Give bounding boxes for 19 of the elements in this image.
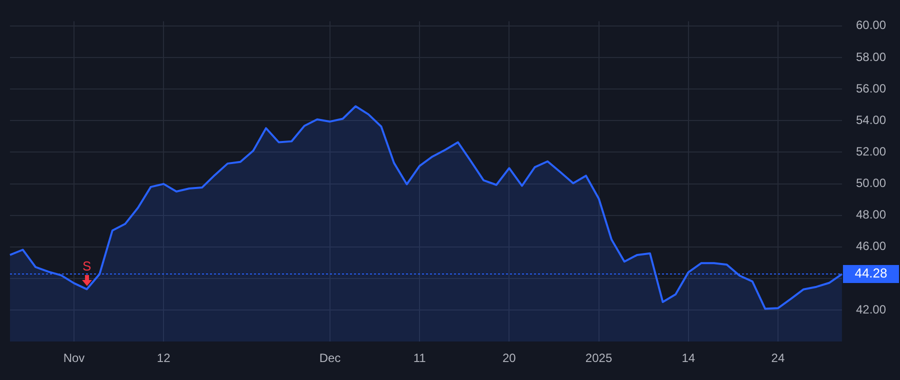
y-tick-label: 52.00 bbox=[856, 144, 886, 159]
x-tick-label: Dec bbox=[319, 351, 341, 366]
x-tick-label: 2025 bbox=[585, 351, 612, 366]
y-tick-label: 46.00 bbox=[856, 239, 886, 254]
ref-line-label: 44.28 bbox=[854, 266, 888, 281]
x-tick-label: 11 bbox=[413, 351, 426, 366]
y-tick-label: 48.00 bbox=[856, 208, 886, 222]
y-tick-label: 56.00 bbox=[856, 81, 886, 96]
x-tick-label: 14 bbox=[682, 351, 696, 366]
x-tick-label: 20 bbox=[502, 351, 516, 366]
x-tick-label: 24 bbox=[771, 351, 785, 366]
annotation: S bbox=[82, 258, 92, 274]
y-tick-label: 58.00 bbox=[856, 50, 886, 64]
y-tick-label: 60.00 bbox=[856, 18, 886, 32]
y-tick-label: 54.00 bbox=[856, 112, 886, 127]
x-tick-label: 12 bbox=[156, 351, 171, 366]
y-tick-label: 50.00 bbox=[856, 176, 886, 190]
y-tick-label: 42.00 bbox=[856, 302, 886, 316]
x-tick-label: Nov bbox=[63, 351, 85, 366]
